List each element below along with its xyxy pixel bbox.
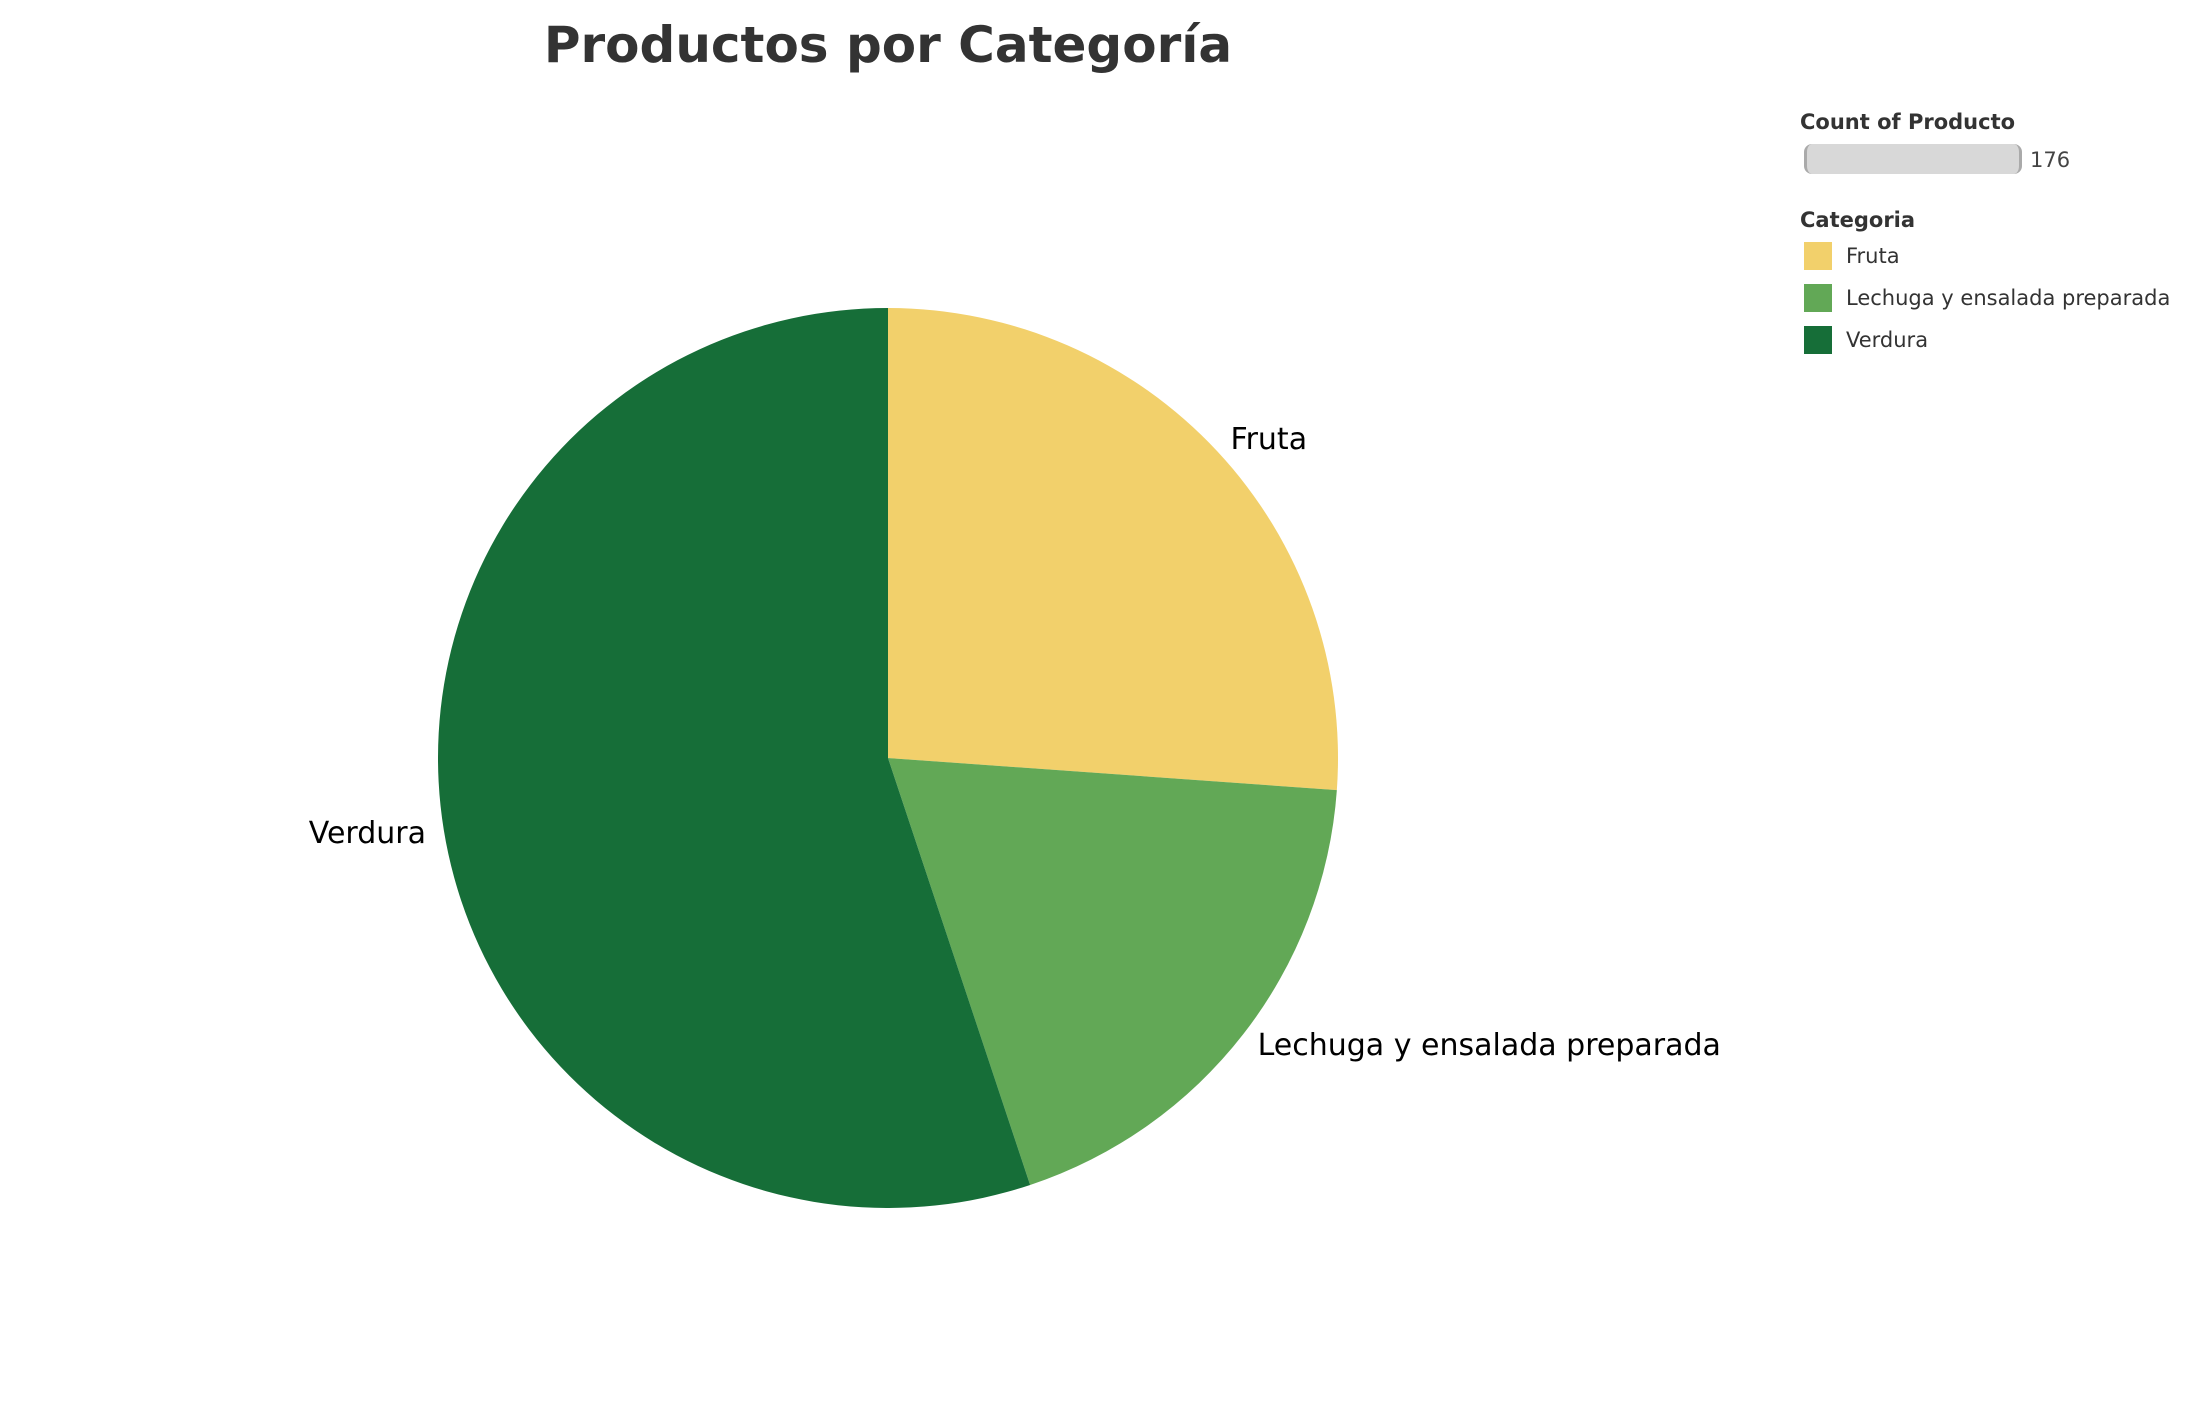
legend-item-fruta[interactable]: Fruta <box>1800 234 2186 274</box>
pie-labels: Fruta Lechuga y ensalada preparada Verdura <box>309 422 1721 1063</box>
legend-color-title: Categoria <box>1800 208 1916 232</box>
legend-size-row: 176 <box>1800 140 2186 182</box>
legend-item-verdura[interactable]: Verdura <box>1800 318 2186 358</box>
legend-label-verdura: Verdura <box>1846 328 1929 352</box>
legend-swatch-fruta <box>1804 242 1832 270</box>
pie-slices <box>438 308 1338 1208</box>
pie-chart: Fruta Lechuga y ensalada preparada Verdura <box>309 308 1721 1208</box>
chart-title: Productos por Categoría <box>543 16 1233 74</box>
legend-label-lechuga: Lechuga y ensalada preparada <box>1846 286 2171 310</box>
pie-slice-fruta[interactable] <box>888 308 1338 791</box>
legend-item-lechuga[interactable]: Lechuga y ensalada preparada <box>1800 276 2186 316</box>
legend-size-value: 176 <box>2030 148 2071 172</box>
legend-swatch-lechuga <box>1804 284 1832 312</box>
legend-size-bar <box>1804 144 2022 174</box>
legend-label-fruta: Fruta <box>1846 244 1900 268</box>
pie-label-lechuga: Lechuga y ensalada preparada <box>1258 1028 1721 1063</box>
pie-label-verdura: Verdura <box>309 816 426 851</box>
pie-label-fruta: Fruta <box>1231 422 1308 457</box>
pie-slice-verdura[interactable] <box>438 308 1031 1208</box>
legend-size-title: Count of Producto <box>1800 110 2016 134</box>
legend: Count of Producto 176 Categoria Fruta Le… <box>1800 110 2186 358</box>
pie-slice-lechuga[interactable] <box>888 758 1337 1185</box>
legend-swatch-verdura <box>1804 326 1832 354</box>
